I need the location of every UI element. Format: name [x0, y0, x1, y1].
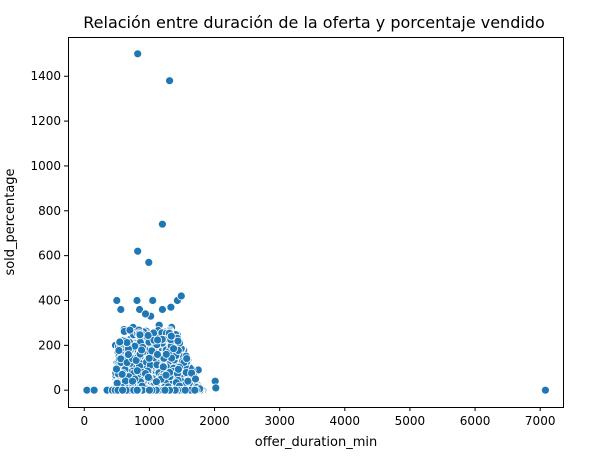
data-point: [143, 331, 153, 340]
x-tick-label: 4000: [330, 414, 361, 428]
data-point: [135, 330, 145, 340]
data-point: [153, 350, 162, 359]
x-ticks: 0 1000 2000 3000 4000 5000 6000 7000: [80, 407, 555, 428]
data-point: [112, 364, 121, 374]
data-point: [183, 376, 193, 386]
data-point: [131, 355, 141, 365]
data-point: [191, 374, 200, 384]
data-point: [166, 331, 176, 341]
data-point: [169, 344, 179, 354]
data-point: [144, 353, 154, 363]
data-point: [151, 377, 161, 387]
data-point: [135, 305, 145, 314]
data-point: [125, 325, 135, 335]
data-point: [132, 366, 142, 376]
x-tick-label: 0: [80, 414, 88, 428]
data-point: [158, 362, 168, 372]
data-point: [211, 383, 221, 393]
data-point: [117, 369, 127, 379]
x-tick-label: 2000: [199, 414, 230, 428]
data-point: [157, 305, 167, 314]
y-tick-label: 200: [38, 338, 61, 352]
data-point: [165, 76, 175, 86]
data-point: [128, 376, 137, 386]
y-tick-label: 1200: [30, 114, 61, 128]
x-axis-label: offer_duration_min: [255, 435, 377, 450]
data-point: [173, 364, 183, 374]
data-point: [153, 335, 163, 345]
data-point: [144, 257, 154, 267]
data-point: [122, 338, 132, 348]
y-tick-label: 1000: [30, 159, 61, 173]
data-point: [133, 246, 143, 256]
x-tick-label: 1000: [134, 414, 165, 428]
data-point: [112, 296, 122, 305]
points-layer: [82, 49, 550, 395]
y-tick-label: 1400: [30, 69, 61, 83]
data-point: [132, 296, 142, 305]
plot-frame: [68, 37, 564, 408]
data-point: [148, 296, 158, 305]
data-point: [541, 385, 550, 395]
x-tick-label: 5000: [395, 414, 426, 428]
x-tick-label: 3000: [264, 414, 295, 428]
data-point: [137, 345, 147, 355]
data-point: [132, 385, 142, 395]
y-tick-label: 400: [38, 293, 61, 307]
data-point: [123, 350, 133, 359]
y-tick-label: 600: [38, 249, 61, 263]
data-point: [173, 336, 183, 346]
data-point: [166, 302, 176, 312]
data-point: [133, 49, 143, 59]
y-axis-label: sold_percentage: [3, 168, 18, 275]
data-point: [161, 370, 171, 380]
data-point: [180, 385, 190, 395]
data-point: [89, 385, 99, 395]
x-tick-label: 6000: [460, 414, 491, 428]
x-tick-label: 7000: [525, 414, 556, 428]
y-ticks: 0 200 400 600 800 1000 1200 1400: [30, 69, 68, 397]
data-point: [190, 385, 200, 395]
data-point: [118, 385, 127, 395]
data-point: [176, 291, 186, 301]
data-point: [143, 372, 153, 382]
data-point: [116, 354, 126, 364]
data-point: [115, 337, 125, 347]
data-point: [141, 309, 150, 319]
data-point: [160, 385, 170, 395]
y-tick-label: 800: [38, 204, 61, 218]
chart-title: Relación entre duración de la oferta y p…: [83, 13, 545, 32]
data-point: [182, 354, 192, 364]
data-point: [114, 346, 124, 355]
data-point: [161, 349, 171, 359]
data-point: [116, 305, 126, 314]
data-point: [157, 219, 167, 229]
data-point: [145, 385, 154, 395]
y-tick-label: 0: [53, 383, 61, 397]
